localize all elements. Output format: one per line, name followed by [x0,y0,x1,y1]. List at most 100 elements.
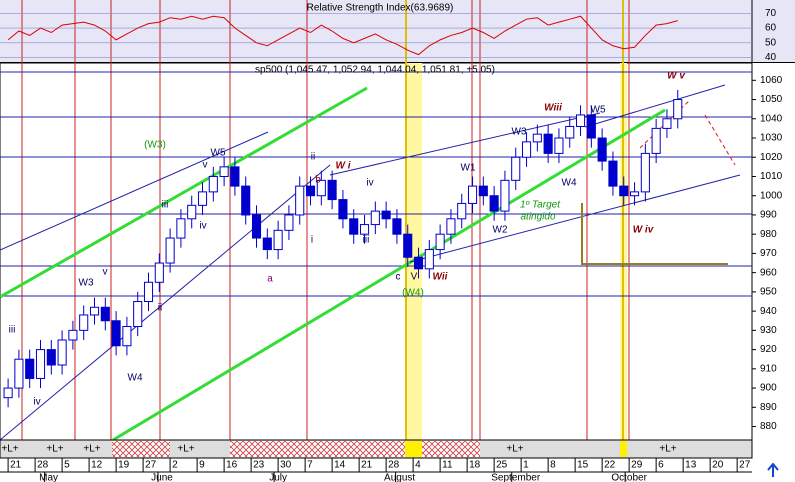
candle-body [316,179,326,197]
candle-body [57,339,67,366]
strip-label: +L+ [177,444,194,455]
y-tick-label: 920 [760,344,777,355]
candle-body [435,233,445,251]
candle-body [230,166,240,187]
month-label: July [269,473,287,482]
candle-body [327,179,337,201]
x-tick-label: 30 [280,460,292,471]
candle-body [381,210,391,220]
y-tick-label: 940 [760,306,777,317]
month-label: August [384,473,415,482]
wave-label: (W4) [402,288,424,299]
strip-label: +L+ [506,444,523,455]
wave-label: a [267,274,273,285]
wave-label: W i [336,161,351,172]
wave-label: iii [9,325,16,336]
x-tick-label: 28 [388,460,400,471]
y-tick-label: 910 [760,363,777,374]
x-tick-label: 7 [307,460,313,471]
x-tick-label: 27 [739,460,751,471]
candle-body [176,218,186,239]
y-tick-label: 60 [765,23,777,34]
y-tick-label: 1000 [760,190,783,201]
wave-label: W4 [562,178,577,189]
candle-body [500,179,510,212]
rsi-title: Relative Strength Index(63.9689) [307,3,454,14]
candle-body [305,185,316,197]
x-tick-label: 23 [253,460,265,471]
x-tick-label: 2 [172,460,178,471]
candle-body [251,214,262,239]
scroll-arrow[interactable] [767,462,779,477]
y-tick-label: 40 [765,52,777,63]
x-tick-label: 20 [712,460,724,471]
wave-label: iv [33,397,40,408]
candle-body [46,349,56,366]
target-box [581,203,728,265]
horizontal-levels [0,71,752,297]
x-tick-label: 12 [91,460,103,471]
rsi-line [7,15,678,56]
strip-label: +L+ [46,444,63,455]
candle-body [575,114,586,127]
wave-label: v [203,160,208,171]
candle-body [403,233,413,258]
x-tick-label: 14 [334,460,346,471]
y-tick-label: 1020 [760,152,783,163]
x-tick-label: 13 [685,460,697,471]
candle-body [511,156,521,181]
candle-body [338,199,348,220]
x-tick-label: 5 [64,460,70,471]
candle-body [392,218,402,235]
y-tick-label: 1050 [760,94,783,105]
candle-body [208,175,218,193]
x-tick-label: 29 [631,460,643,471]
candle-body [100,306,110,322]
wave-label: W v [667,71,686,82]
x-tick-label: 16 [226,460,238,471]
candle-body [478,185,488,197]
y-tick-label: 980 [760,229,777,240]
candle-body [25,358,35,379]
candle-body [446,218,456,235]
x-tick-label: 21 [10,460,22,471]
candle-body [543,133,553,154]
candle-body [165,237,175,264]
y-tick-label: 990 [760,210,777,221]
y-tick-label: 1010 [760,171,783,182]
wave-label: W1 [461,163,476,174]
strip-label: +L+ [83,444,100,455]
y-tick-label: 1060 [760,75,783,86]
y-tick-label: 950 [760,287,777,298]
wave-label: iii [363,235,370,246]
candle-body [187,204,197,220]
candle-body [413,256,424,270]
candle-body [349,218,359,235]
candle-body [262,237,272,251]
wave-label: 1º Target [520,200,561,211]
candle-body [111,320,121,347]
y-tick-label: 880 [760,421,777,432]
candle-body [143,281,154,303]
candle-body [489,195,499,212]
x-tick-label: 25 [496,460,508,471]
x-tick-label: 22 [604,460,616,471]
candle-body [586,114,596,139]
wave-label: ii [311,152,315,163]
x-tick-label: 19 [118,460,130,471]
x-tick-label: 28 [37,460,49,471]
month-label: September [491,473,541,482]
candle-body [629,191,640,197]
candle-body [14,358,24,389]
x-tick-label: 4 [415,460,421,471]
candle-body [640,152,650,193]
x-tick-label: 9 [199,460,205,471]
y-tick-label: 50 [765,37,777,48]
month-label: June [151,473,173,482]
candle-body [608,160,618,187]
candle-body [370,210,380,226]
candle-body [565,125,575,139]
strip-label: +L+ [659,444,676,455]
candle-body [68,329,78,341]
